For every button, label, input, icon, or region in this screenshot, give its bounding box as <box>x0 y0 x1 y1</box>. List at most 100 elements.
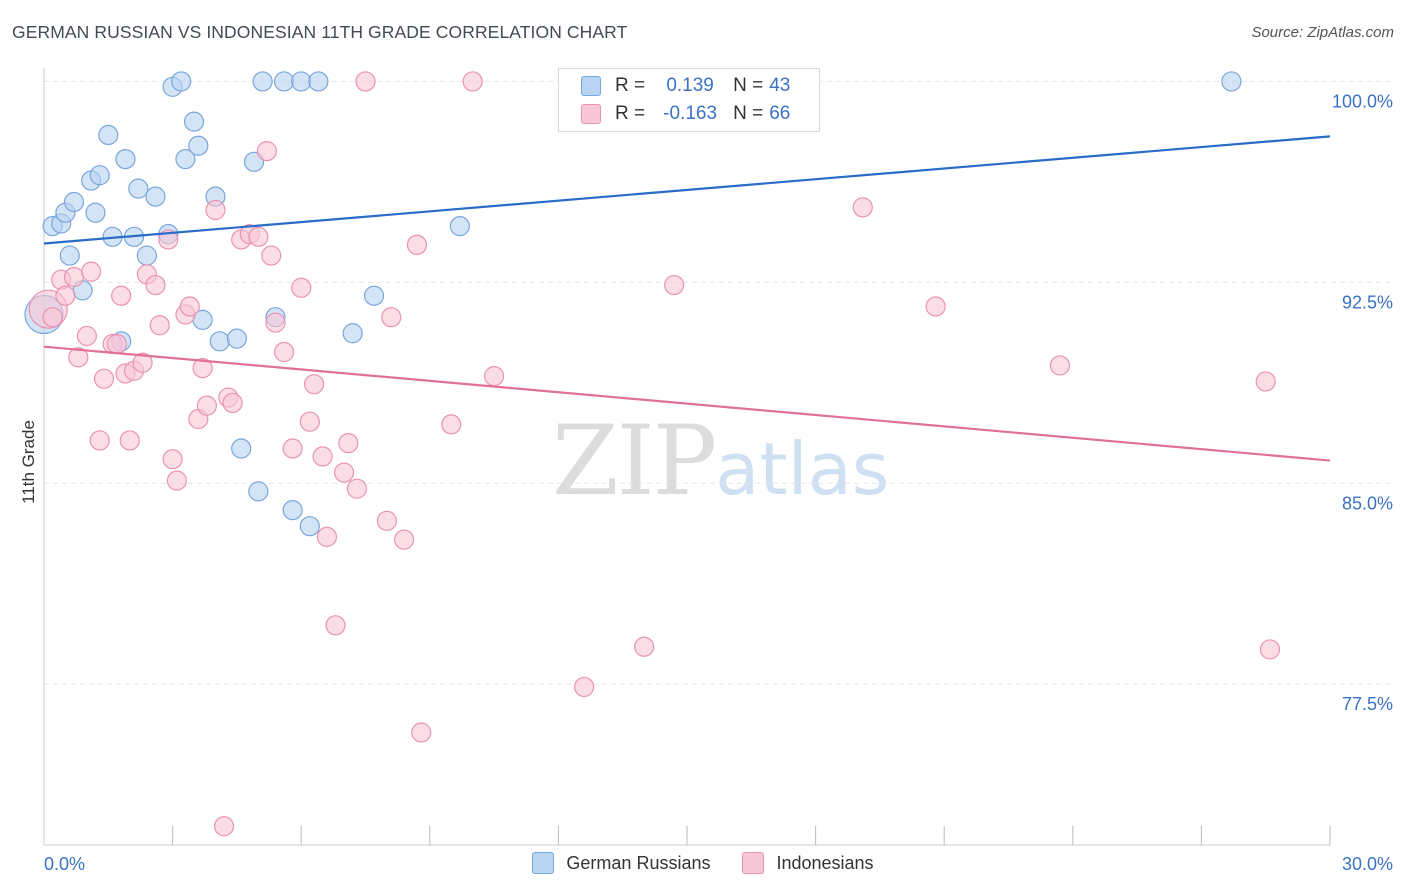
data-point-indonesians[interactable] <box>303 374 325 395</box>
data-point-german-russians[interactable] <box>308 71 329 92</box>
data-point-indonesians[interactable] <box>68 347 89 368</box>
legend-r-label: R = <box>615 75 646 96</box>
data-point-indonesians[interactable] <box>261 245 282 266</box>
legend-item-indonesians[interactable]: Indonesians <box>742 852 874 874</box>
data-point-indonesians[interactable] <box>63 266 85 288</box>
data-point-german-russians[interactable] <box>209 331 230 352</box>
data-point-indonesians[interactable] <box>1255 371 1276 392</box>
data-point-german-russians[interactable] <box>248 481 269 502</box>
data-point-indonesians[interactable] <box>166 470 187 491</box>
data-point-indonesians[interactable] <box>76 325 97 347</box>
data-point-indonesians[interactable] <box>291 277 312 298</box>
data-point-indonesians[interactable] <box>119 430 140 451</box>
data-point-german-russians[interactable] <box>188 135 209 156</box>
data-point-indonesians[interactable] <box>81 261 102 282</box>
legend-n-label: N = <box>733 103 764 124</box>
data-point-german-russians[interactable] <box>145 186 166 207</box>
data-point-indonesians[interactable] <box>196 395 217 416</box>
legend-label: Indonesians <box>776 852 874 873</box>
data-point-indonesians[interactable] <box>333 462 355 483</box>
data-point-indonesians[interactable] <box>158 229 179 250</box>
data-point-german-russians[interactable] <box>98 124 119 146</box>
data-point-german-russians[interactable] <box>449 216 470 237</box>
data-point-indonesians[interactable] <box>411 722 432 743</box>
data-point-indonesians[interactable] <box>132 352 153 373</box>
legend-n-value: 66 <box>769 103 791 124</box>
data-point-indonesians[interactable] <box>256 140 278 162</box>
data-point-german-russians[interactable] <box>282 500 303 521</box>
data-point-indonesians[interactable] <box>205 199 226 221</box>
data-point-indonesians[interactable] <box>55 285 76 306</box>
data-point-german-russians[interactable] <box>175 149 196 170</box>
data-point-german-russians[interactable] <box>1221 71 1242 92</box>
data-point-indonesians[interactable] <box>316 526 338 547</box>
legend-row-indonesians: R = -0.163 N = 66 <box>581 99 790 129</box>
data-point-indonesians[interactable] <box>192 358 213 379</box>
data-point-indonesians[interactable] <box>282 438 303 459</box>
data-point-indonesians[interactable] <box>145 274 166 296</box>
data-point-indonesians[interactable] <box>574 676 595 698</box>
legend-label: German Russians <box>566 852 711 873</box>
data-point-indonesians[interactable] <box>355 71 376 92</box>
legend-swatch-blue <box>581 76 601 96</box>
data-point-indonesians[interactable] <box>376 510 398 531</box>
data-point-german-russians[interactable] <box>136 245 157 266</box>
data-point-german-russians[interactable] <box>59 245 80 266</box>
data-point-indonesians[interactable] <box>42 307 63 328</box>
data-point-indonesians[interactable] <box>222 392 243 414</box>
data-point-indonesians[interactable] <box>925 296 946 317</box>
data-point-indonesians[interactable] <box>111 285 132 306</box>
data-point-indonesians[interactable] <box>248 226 269 247</box>
data-point-german-russians[interactable] <box>252 71 273 92</box>
data-point-german-russians[interactable] <box>183 111 205 132</box>
data-point-german-russians[interactable] <box>89 165 110 186</box>
data-point-indonesians[interactable] <box>462 71 483 92</box>
data-point-indonesians[interactable] <box>484 366 505 387</box>
data-point-indonesians[interactable] <box>381 307 402 328</box>
data-point-german-russians[interactable] <box>363 285 385 306</box>
data-point-indonesians[interactable] <box>634 636 655 657</box>
data-point-indonesians[interactable] <box>93 368 115 389</box>
series-legend: German Russians Indonesians <box>0 852 1406 874</box>
data-point-indonesians[interactable] <box>406 234 428 255</box>
legend-item-german-russians[interactable]: German Russians <box>532 852 710 874</box>
data-point-indonesians[interactable] <box>325 615 346 636</box>
legend-swatch-pink <box>581 104 601 124</box>
data-point-indonesians[interactable] <box>441 414 462 435</box>
watermark: ZIPatlas <box>552 405 889 517</box>
data-point-german-russians[interactable] <box>63 191 85 213</box>
data-point-indonesians[interactable] <box>338 433 359 454</box>
data-point-indonesians[interactable] <box>299 411 320 432</box>
data-point-german-russians[interactable] <box>342 323 363 344</box>
legend-r-value: -0.163 <box>663 103 718 124</box>
data-point-indonesians[interactable] <box>213 816 235 837</box>
data-point-german-russians[interactable] <box>273 71 295 92</box>
data-point-german-russians[interactable] <box>299 516 320 537</box>
data-point-indonesians[interactable] <box>106 333 127 355</box>
data-point-german-russians[interactable] <box>171 71 192 92</box>
watermark-zip: ZIP <box>552 405 717 517</box>
data-point-german-russians[interactable] <box>128 178 149 199</box>
data-point-indonesians[interactable] <box>162 449 183 470</box>
data-point-indonesians[interactable] <box>1049 355 1071 376</box>
y-tick-label: 85.0% <box>1342 493 1393 513</box>
data-point-german-russians[interactable] <box>291 71 312 92</box>
data-point-indonesians[interactable] <box>179 296 200 317</box>
data-point-indonesians[interactable] <box>273 341 295 363</box>
data-point-indonesians[interactable] <box>1259 639 1281 660</box>
legend-swatch-blue <box>532 852 555 874</box>
data-point-indonesians[interactable] <box>664 274 685 296</box>
data-point-german-russians[interactable] <box>85 202 106 223</box>
data-point-german-russians[interactable] <box>226 328 247 349</box>
data-point-indonesians[interactable] <box>312 446 333 467</box>
data-point-indonesians[interactable] <box>265 312 286 333</box>
data-point-indonesians[interactable] <box>149 315 170 336</box>
data-point-indonesians[interactable] <box>89 430 110 451</box>
y-tick-label: 92.5% <box>1342 292 1393 312</box>
data-point-indonesians[interactable] <box>346 478 368 499</box>
data-point-indonesians[interactable] <box>852 197 873 218</box>
data-point-german-russians[interactable] <box>231 438 252 459</box>
data-point-indonesians[interactable] <box>393 529 415 550</box>
data-point-german-russians[interactable] <box>115 149 136 170</box>
